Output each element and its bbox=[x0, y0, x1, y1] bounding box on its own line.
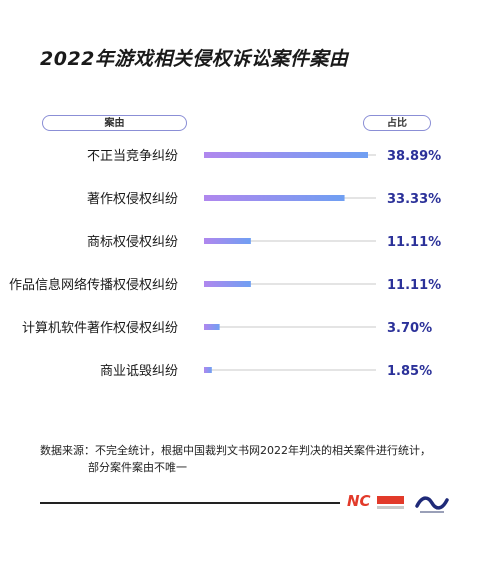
value-label: 11.11% bbox=[387, 278, 441, 293]
nc-logo-underline bbox=[377, 506, 404, 509]
footer-divider bbox=[40, 502, 340, 504]
value-label: 1.85% bbox=[387, 364, 432, 379]
value-label: 33.33% bbox=[387, 192, 441, 207]
bar bbox=[204, 238, 251, 244]
bar bbox=[204, 281, 251, 287]
reason-column-header: 案由 bbox=[42, 115, 187, 131]
category-label: 商业诋毁纠纷 bbox=[100, 364, 178, 379]
category-label: 不正当竞争纠纷 bbox=[87, 148, 178, 164]
value-label: 3.70% bbox=[387, 321, 432, 336]
share-column-header: 占比 bbox=[363, 115, 431, 131]
category-label: 商标权侵权纠纷 bbox=[87, 234, 178, 250]
bar bbox=[204, 152, 368, 158]
category-label: 著作权侵权纠纷 bbox=[87, 191, 178, 207]
bar bbox=[204, 367, 212, 373]
chart-title: 2022年游戏相关侵权诉讼案件案由 bbox=[40, 48, 349, 70]
category-label: 作品信息网络传播权侵权纠纷 bbox=[9, 277, 178, 293]
bar bbox=[204, 324, 220, 330]
nc-logo-block bbox=[377, 496, 404, 504]
category-label: 计算机软件著作权侵权纠纷 bbox=[22, 320, 178, 336]
note-line-2: 部分案件案由不唯一 bbox=[88, 461, 187, 474]
bar bbox=[204, 195, 345, 201]
wave-logo bbox=[415, 496, 449, 513]
nc-logo-mark: NC bbox=[347, 492, 371, 510]
value-label: 38.89% bbox=[387, 149, 441, 164]
data-source-note: 数据来源：不完全统计，根据中国裁判文书网2022年判决的相关案件进行统计， 部分… bbox=[40, 442, 460, 476]
nc-logo: NC bbox=[347, 492, 405, 514]
note-line-1: 数据来源：不完全统计，根据中国裁判文书网2022年判决的相关案件进行统计， bbox=[40, 444, 431, 457]
value-label: 11.11% bbox=[387, 235, 441, 250]
